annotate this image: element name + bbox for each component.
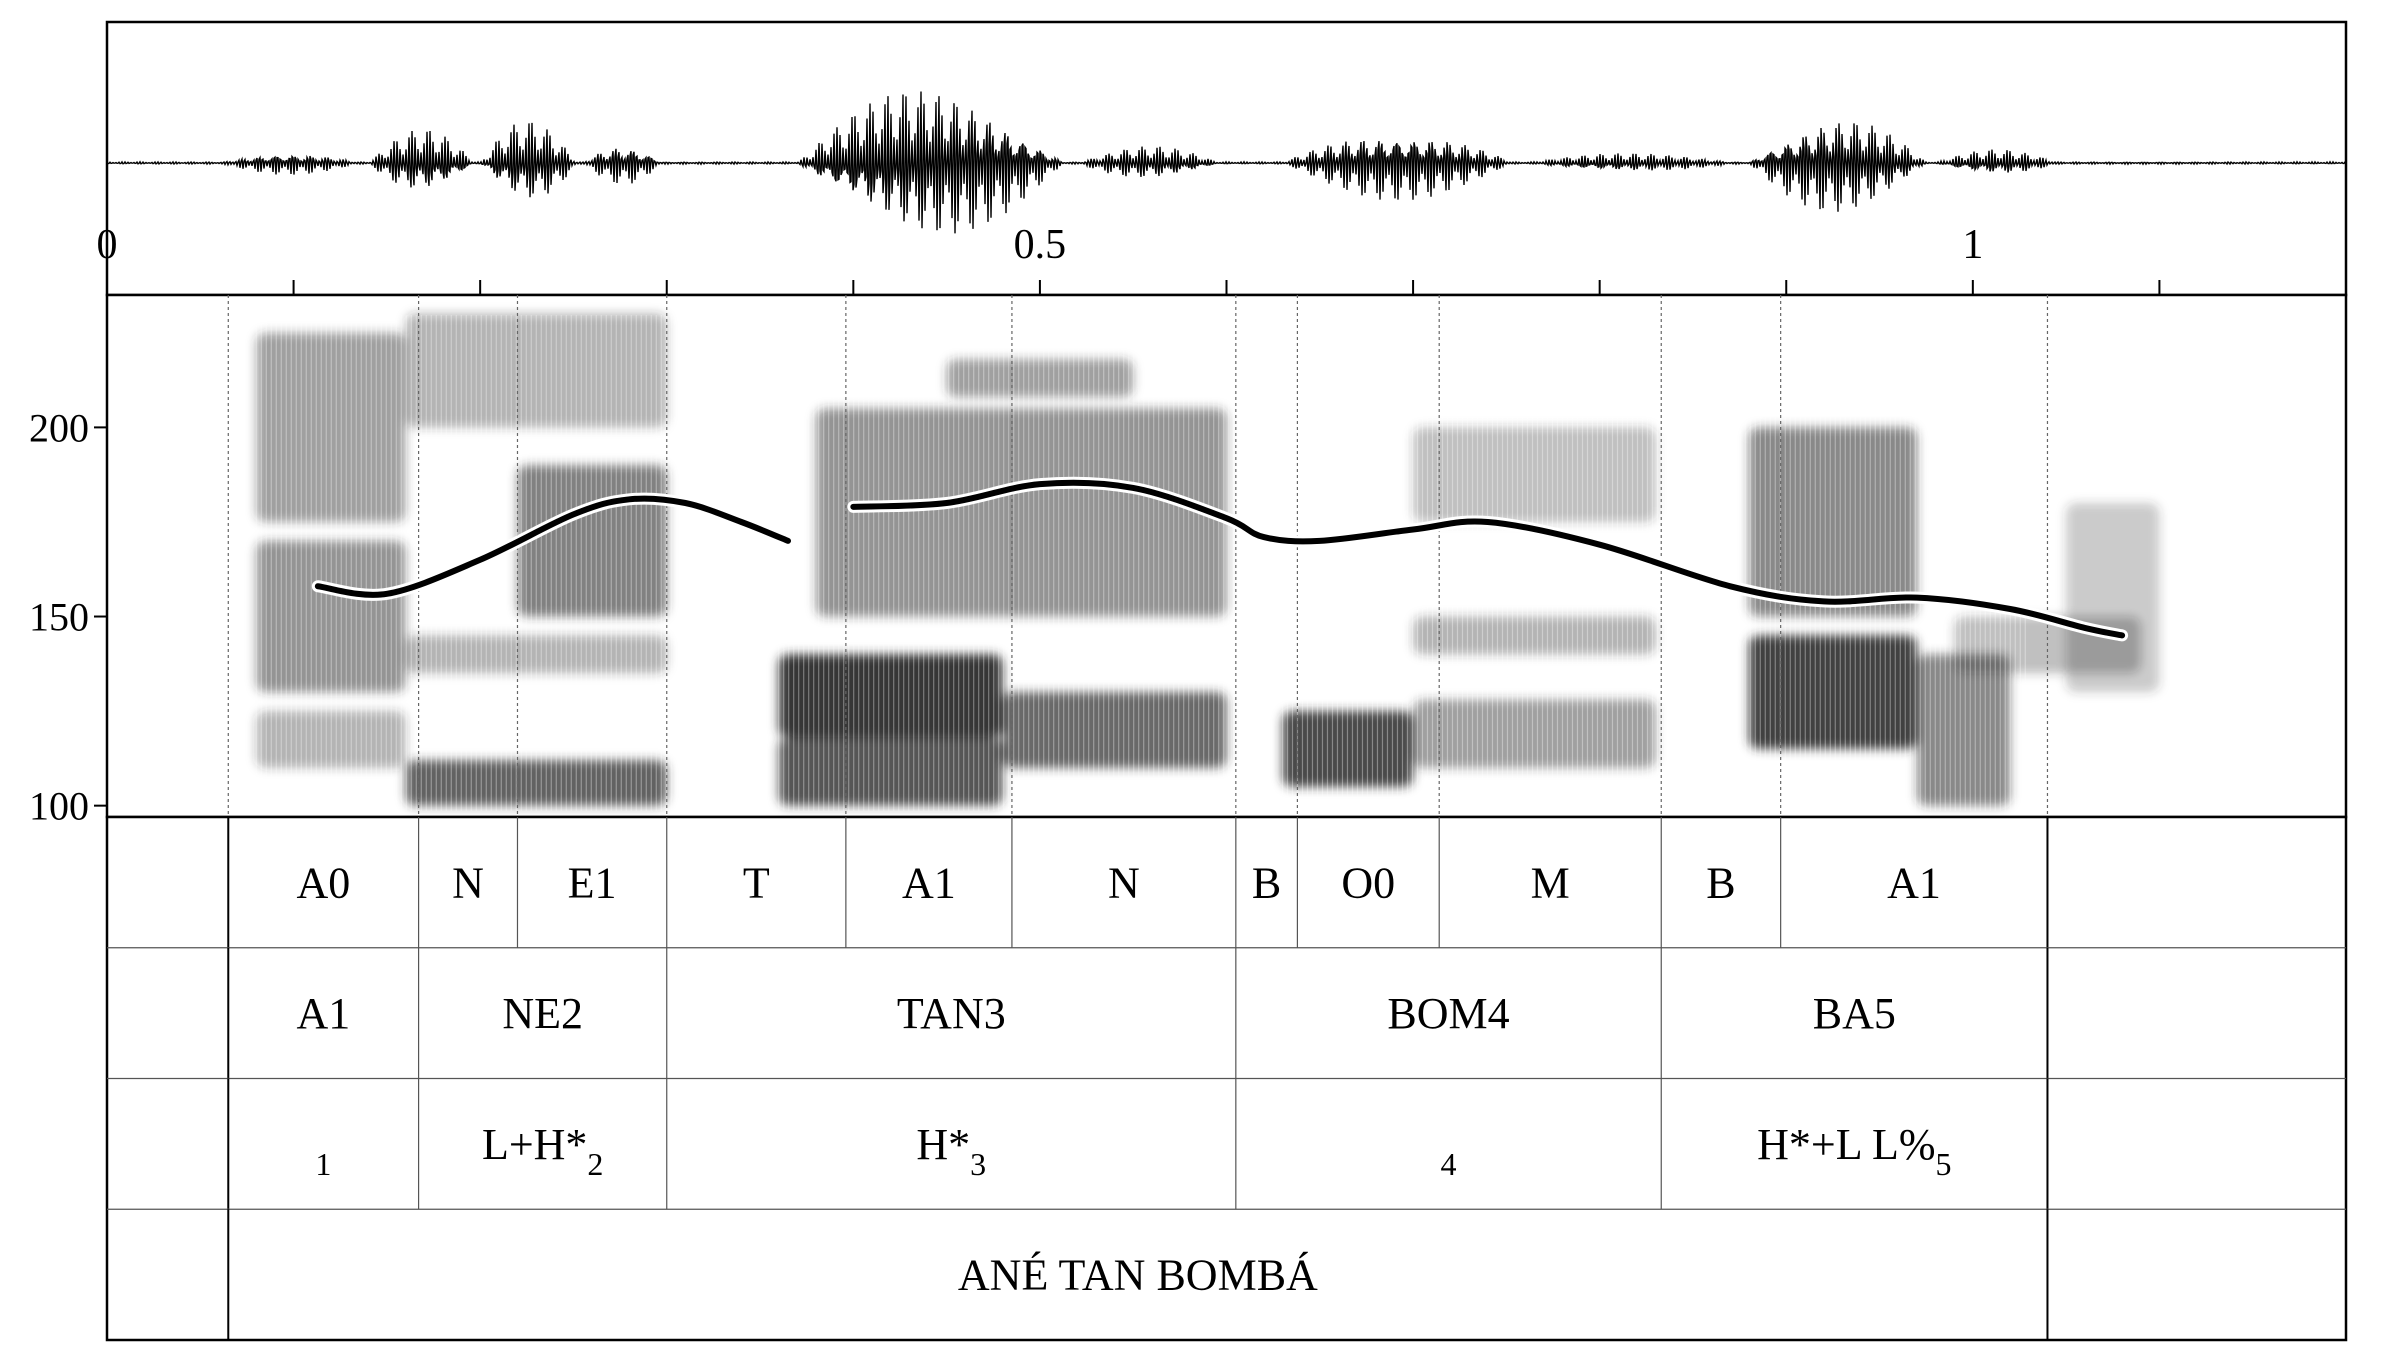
spectrogram-band — [256, 711, 406, 768]
tier-syllables-label: NE2 — [502, 989, 583, 1038]
spectrogram-band — [517, 465, 667, 617]
interval-text: A1 — [297, 989, 351, 1038]
interval-text: H* — [916, 1120, 970, 1169]
spectrogram-band — [778, 737, 1003, 806]
spectrogram-band — [405, 313, 667, 428]
interval-subscript: 4 — [1441, 1146, 1457, 1182]
spectrogram-band — [1413, 616, 1656, 655]
annotation-tiers: A0 N E1 T A1 N B O0 M B A1 A1 NE2 TAN3 BOM4 BA5 1 L+H*2 H*… — [105, 815, 2348, 1342]
interval-text: H*+L L% — [1757, 1120, 1935, 1169]
spectrogram-boundary-lines — [227, 295, 2049, 817]
interval-text: E1 — [568, 858, 617, 907]
tier-phones-label: B — [1252, 858, 1281, 907]
spectrogram-panel: 200 150 100 — [29, 293, 2348, 829]
tier-tones-label: L+H*2 — [482, 1120, 603, 1182]
tier-phones-label: A1 — [902, 858, 956, 907]
time-tick-labels: 0 0.5 1 — [97, 222, 1984, 268]
interval-text: B — [1252, 858, 1281, 907]
interval-text: T — [743, 858, 770, 907]
tier-phones-label: B — [1706, 858, 1735, 907]
pitch-contour-line — [314, 495, 791, 598]
tier-phones-label: N — [1108, 858, 1140, 907]
time-tick-label: 0 — [97, 222, 118, 268]
spectrogram-band — [1413, 427, 1656, 522]
interval-text: A1 — [902, 858, 956, 907]
interval-subscript: 2 — [587, 1146, 603, 1182]
spectrogram-band — [946, 359, 1134, 398]
interval-text: B — [1706, 858, 1735, 907]
interval-text: L+H* — [482, 1120, 587, 1169]
interval-text: BOM4 — [1387, 989, 1509, 1038]
interval-subscript: 3 — [970, 1146, 986, 1182]
waveform-frame — [105, 20, 2348, 297]
interval-text: TAN3 — [897, 989, 1006, 1038]
spectrogram-band — [405, 635, 667, 674]
interval-subscript: 1 — [315, 1146, 331, 1182]
tier-phones-label: O0 — [1341, 858, 1395, 907]
tier-syllables-label: BOM4 — [1387, 989, 1509, 1038]
spectrogram-band — [256, 540, 406, 693]
tier-phones-label: A0 — [297, 858, 351, 907]
time-minor-ticks — [292, 280, 2161, 295]
pitch-tick-label: 100 — [29, 784, 89, 829]
tier-phones-label: A1 — [1887, 858, 1941, 907]
tier-phones-label: E1 — [568, 858, 617, 907]
tier-tones-label: H*3 — [916, 1120, 986, 1182]
tier-phones-label: T — [743, 858, 770, 907]
interval-subscript: 5 — [1936, 1146, 1952, 1182]
tier-syllables-label: A1 — [297, 989, 351, 1038]
interval-text: NE2 — [502, 989, 583, 1038]
tier-tones-label: 4 — [1441, 1146, 1457, 1182]
interval-text: ANÉ TAN BOMBÁ — [958, 1251, 1318, 1300]
spectrogram-energy — [256, 313, 2160, 806]
spectrogram-band — [1413, 699, 1656, 768]
spectrogram-band — [816, 408, 1227, 617]
pitch-contour — [311, 476, 2129, 642]
spectrogram-band — [405, 760, 667, 806]
interval-text: O0 — [1341, 858, 1395, 907]
time-tick-label: 0.5 — [1014, 222, 1067, 268]
interval-text: M — [1531, 858, 1570, 907]
spectrogram-band — [1748, 427, 1917, 617]
interval-text: A0 — [297, 858, 351, 907]
interval-text: A1 — [1887, 858, 1941, 907]
interval-text: BA5 — [1813, 989, 1896, 1038]
pitch-contour-line — [850, 479, 2126, 639]
waveform-trace — [106, 91, 2347, 234]
pitch-y-axis: 200 150 100 — [29, 405, 107, 829]
spectrogram-band — [1002, 692, 1227, 768]
interval-text: N — [452, 858, 484, 907]
tier-syllables-label: TAN3 — [897, 989, 1006, 1038]
spectrogram-band — [1748, 635, 1917, 749]
spectrogram-band — [1916, 654, 2011, 806]
pitch-tick-label: 150 — [29, 595, 89, 640]
waveform-panel: 0 0.5 1 — [97, 20, 2348, 297]
tier-syllables-label: BA5 — [1813, 989, 1896, 1038]
spectrogram-band — [1282, 711, 1414, 787]
tier-tones-label: H*+L L%5 — [1757, 1120, 1951, 1182]
time-tick-label: 1 — [1962, 222, 1983, 268]
spectrogram-glottal-striations — [255, 315, 2026, 811]
tier-phones-label: M — [1531, 858, 1570, 907]
tier-words-label: ANÉ TAN BOMBÁ — [958, 1251, 1318, 1300]
spectrogram-band — [256, 332, 406, 522]
tier-tones-label: 1 — [315, 1146, 331, 1182]
tier-phones-label: N — [452, 858, 484, 907]
tier-intervals: A0 N E1 T A1 N B O0 M B A1 A1 NE2 TAN3 BOM4 BA5 1 L+H*2 H*… — [107, 817, 2346, 1340]
interval-text: N — [1108, 858, 1140, 907]
pitch-tick-label: 200 — [29, 405, 89, 450]
spectrogram-band — [778, 654, 1003, 738]
